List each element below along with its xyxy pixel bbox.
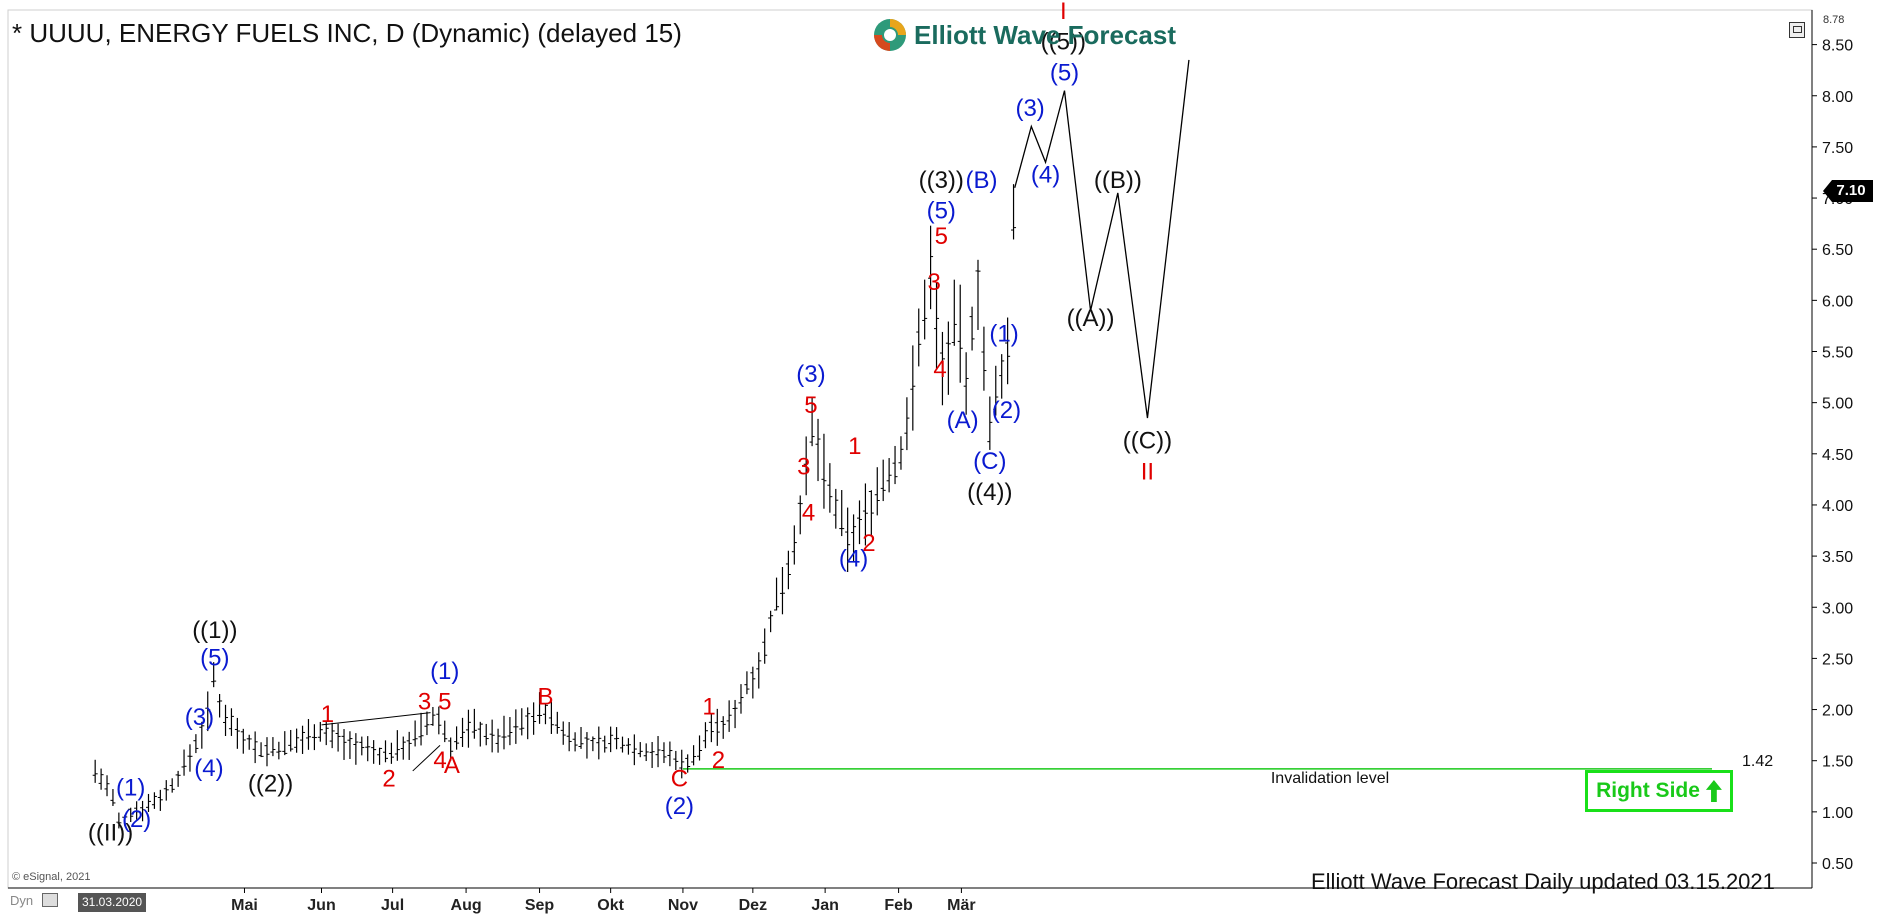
wave-label: 4 [433, 747, 446, 774]
y-tick-label: 3.00 [1822, 600, 1853, 617]
y-tick-label: 6.00 [1822, 293, 1853, 310]
wave-label: (5) [927, 198, 956, 225]
trendline [412, 744, 441, 772]
brand-name: Elliott Wave Forecast [914, 19, 1176, 50]
restore-window-icon[interactable] [1789, 22, 1805, 38]
wave-label: (3) [185, 704, 214, 731]
wave-label: ((B)) [1094, 167, 1142, 194]
wave-label: 5 [438, 689, 451, 716]
y-tick-label: 2.50 [1822, 651, 1853, 668]
wave-label: 1 [848, 433, 861, 460]
right-side-label: Right Side [1596, 779, 1700, 802]
wave-label: 1 [702, 694, 715, 721]
y-tick-label: 5.50 [1822, 345, 1853, 362]
wave-label: ((C)) [1123, 428, 1172, 455]
wave-label: ((3)) [919, 167, 964, 194]
y-tick-label: 2.00 [1822, 703, 1853, 720]
wave-label: ((4)) [967, 479, 1012, 506]
wave-label: C [671, 765, 688, 792]
x-tick-label: Mai [231, 897, 258, 914]
x-tick-label: Feb [884, 897, 913, 914]
y-tick-label: 5.00 [1822, 396, 1853, 413]
wave-label: 4 [933, 356, 946, 383]
projection-path [1014, 59, 1190, 419]
brand-header: Elliott Wave Forecast [872, 16, 1176, 54]
y-tick-label: 3.50 [1822, 549, 1853, 566]
wave-label: 4 [802, 499, 815, 526]
brand-logo-icon [874, 19, 906, 51]
y-tick-label: 8.00 [1822, 89, 1853, 106]
wave-label: I [1060, 0, 1067, 25]
wave-label: 2 [862, 530, 875, 557]
wave-label: ((II)) [88, 819, 133, 846]
wave-label: B [537, 683, 553, 710]
wave-label: ((2)) [248, 770, 293, 797]
wave-label: (B) [966, 167, 998, 194]
x-tick-label: Dez [739, 897, 767, 914]
wave-label: (1) [989, 320, 1018, 347]
x-tick-label: Nov [668, 897, 698, 914]
x-tick-label: Jan [811, 897, 839, 914]
wave-label: (1) [430, 658, 459, 685]
wave-label: (3) [796, 361, 825, 388]
wave-label: (5) [1050, 59, 1079, 86]
wave-label: (4) [839, 545, 868, 572]
y-tick-label: 7.50 [1822, 140, 1853, 157]
y-tick-label: 1.00 [1822, 805, 1853, 822]
x-tick-label: Mär [947, 897, 975, 914]
wave-label: 1 [321, 701, 334, 728]
right-side-badge: Right Side [1585, 770, 1733, 812]
start-date-badge: 31.03.2020 [78, 893, 147, 912]
wave-label: (1) [116, 774, 145, 801]
wave-label: ((5)) [1041, 29, 1086, 56]
invalidation-value: 1.42 [1742, 753, 1773, 770]
invalidation-label: Invalidation level [1271, 770, 1389, 787]
x-tick-label: Aug [451, 897, 482, 914]
arrow-up-icon [1705, 780, 1722, 802]
dyn-label: Dyn [10, 893, 34, 908]
y-tick-label: 6.50 [1822, 242, 1853, 259]
wave-label: ((A)) [1067, 305, 1115, 332]
y-tick-label: 4.50 [1822, 447, 1853, 464]
x-tick-label: Sep [525, 897, 555, 914]
footer-update-note: Elliott Wave Forecast Daily updated 03.1… [1311, 869, 1775, 894]
wave-label: II [1141, 458, 1154, 485]
wave-label: (4) [194, 755, 223, 782]
wave-label: 3 [797, 453, 810, 480]
wave-label: 2 [382, 765, 395, 792]
y-tick-label: 0.50 [1822, 856, 1853, 873]
wave-label: 3 [927, 269, 940, 296]
y-tick-label: 1.50 [1822, 754, 1853, 771]
wave-label: (C) [973, 448, 1006, 475]
wave-label: (A) [947, 407, 979, 434]
wave-label: 5 [935, 223, 948, 250]
wave-label: (2) [665, 793, 694, 820]
wave-label: A [444, 752, 460, 779]
wave-label: 3 [418, 689, 431, 716]
trendline [321, 712, 431, 726]
wave-label: (2) [122, 806, 151, 833]
y-tick-label: 8.50 [1822, 38, 1853, 55]
wave-label: (4) [1031, 162, 1060, 189]
wave-label: ((1)) [192, 617, 237, 644]
chart-title: * UUUU, ENERGY FUELS INC, D (Dynamic) (d… [12, 18, 682, 48]
wave-label: (5) [200, 645, 229, 672]
wave-label: 5 [804, 392, 817, 419]
calendar-icon[interactable] [42, 893, 58, 907]
wave-label: 2 [712, 747, 725, 774]
x-tick-label: Okt [597, 897, 624, 914]
x-tick-label: Jul [381, 897, 404, 914]
y-tick-label: 4.00 [1822, 498, 1853, 515]
copyright-text: © eSignal, 2021 [12, 871, 91, 883]
current-price-marker: 7.10 [1823, 180, 1873, 202]
wave-label: (3) [1015, 95, 1044, 122]
wave-label: (2) [992, 397, 1021, 424]
x-tick-label: Jun [307, 897, 335, 914]
top-price-label: 8.78 [1823, 14, 1845, 26]
